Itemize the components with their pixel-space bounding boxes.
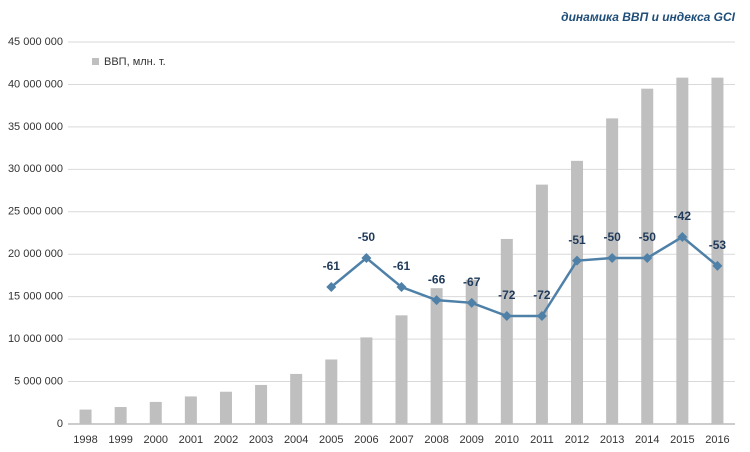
line-marker [501,310,512,321]
y-tick-label: 35 000 000 [8,121,63,133]
data-label: -50 [639,230,657,244]
bar [79,409,92,424]
line-marker [712,260,723,271]
x-tick-label: 2014 [635,434,659,446]
x-tick-label: 2010 [495,434,519,446]
line-marker [572,255,583,266]
data-label: -42 [674,209,692,223]
x-tick-label: 2013 [600,434,624,446]
data-label: -66 [428,272,446,286]
x-tick-label: 2005 [319,434,343,446]
data-label: -53 [709,238,727,252]
y-tick-label: 40 000 000 [8,78,63,90]
y-tick-label: 15 000 000 [8,291,63,303]
line-marker [677,231,688,242]
bar [219,391,232,424]
data-label: -72 [498,288,516,302]
y-tick-label: 30 000 000 [8,163,63,175]
x-tick-label: 2011 [530,434,554,446]
x-tick-label: 2012 [565,434,589,446]
line-marker [431,295,442,306]
data-label: -50 [603,230,621,244]
y-tick-label: 5 000 000 [14,375,63,387]
line [330,235,719,318]
bar [711,77,724,425]
x-tick-label: 2002 [214,434,238,446]
line-marker [466,297,477,308]
x-tick-label: 2007 [389,434,413,446]
bar [395,315,408,424]
bar [114,407,127,424]
data-label: -67 [463,275,481,289]
y-tick-label: 25 000 000 [8,206,63,218]
bar [149,401,162,424]
line-marker [361,253,372,264]
y-tick-label: 10 000 000 [8,333,63,345]
bar [290,373,303,424]
line-marker [607,253,618,264]
y-tick-label: 20 000 000 [8,248,63,260]
bar [184,396,197,424]
bar [676,77,689,425]
bar [535,184,548,424]
data-label: -50 [358,230,376,244]
x-tick-label: 2016 [705,434,729,446]
bar [500,238,513,424]
x-tick-label: 2003 [249,434,273,446]
bar [360,337,373,424]
data-label: -61 [393,259,411,273]
x-tick-label: 2000 [144,434,168,446]
bar [606,118,619,425]
line-marker [396,282,407,293]
x-tick-label: 2004 [284,434,308,446]
x-tick-label: 1998 [73,434,97,446]
x-tick-label: 2001 [179,434,203,446]
bar [255,384,268,424]
bar [430,288,443,424]
legend-swatch [92,58,99,65]
legend-label: ВВП, млн. т. [104,56,166,68]
data-label: -51 [568,233,586,247]
x-tick-label: 2008 [424,434,448,446]
bar [325,359,338,424]
x-tick-label: 1999 [108,434,132,446]
line-marker [536,310,547,321]
data-label: -61 [323,259,341,273]
bar [571,160,584,424]
line-marker [326,282,337,293]
x-tick-label: 2006 [354,434,378,446]
y-tick-label: 45 000 000 [8,36,63,48]
x-tick-label: 2009 [459,434,483,446]
data-label: -72 [533,288,551,302]
line-marker [642,253,653,264]
x-tick-label: 2015 [670,434,694,446]
y-tick-label: 0 [57,418,63,430]
bar [465,279,478,424]
chart-title: динамика ВВП и индекса GCI [561,10,736,24]
